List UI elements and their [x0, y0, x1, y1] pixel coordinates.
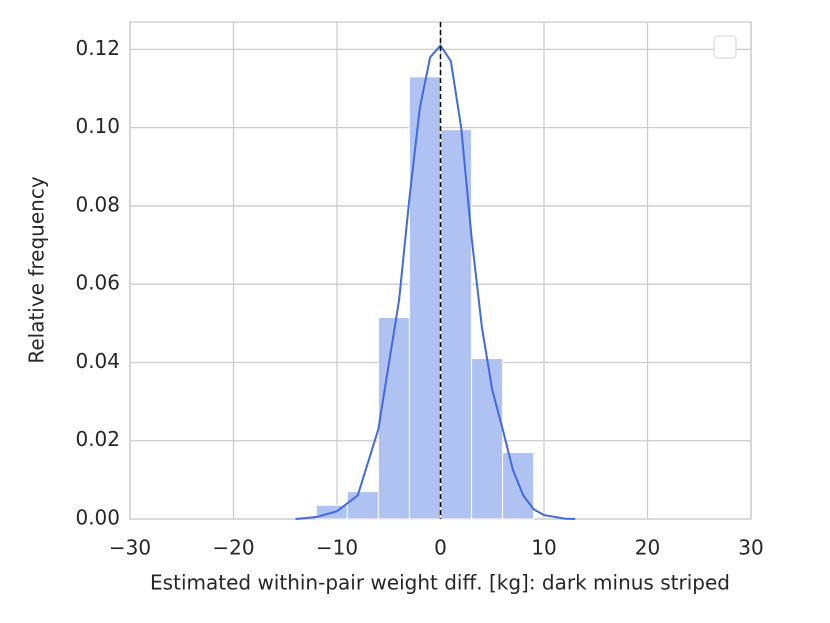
x-tick-label: 20 [635, 536, 660, 560]
legend-box [713, 35, 737, 59]
x-tick-label: 30 [738, 536, 763, 560]
y-tick-label: 0.10 [75, 114, 120, 138]
y-tick-label: 0.08 [75, 192, 120, 216]
x-axis-label: Estimated within-pair weight diff. [kg]:… [150, 571, 730, 595]
x-tick-label: −30 [109, 536, 151, 560]
histogram-bar [346, 491, 379, 520]
y-tick-label: 0.02 [75, 427, 120, 451]
x-tick-label: 10 [531, 536, 556, 560]
y-tick-label: 0.06 [75, 271, 120, 295]
y-axis-label: Relative frequency [25, 176, 49, 363]
x-tick-label: 0 [434, 536, 447, 560]
histogram-bar [408, 76, 442, 520]
histogram-bar [471, 358, 504, 520]
y-tick-label: 0.00 [75, 506, 120, 530]
histogram-bar [377, 316, 410, 520]
histogram-bar [502, 451, 535, 520]
y-tick-label: 0.12 [75, 36, 120, 60]
x-tick-label: −20 [212, 536, 254, 560]
kde-line [295, 43, 576, 520]
histogram-bar [440, 129, 473, 520]
x-tick-label: −10 [316, 536, 358, 560]
y-tick-label: 0.04 [75, 349, 120, 373]
